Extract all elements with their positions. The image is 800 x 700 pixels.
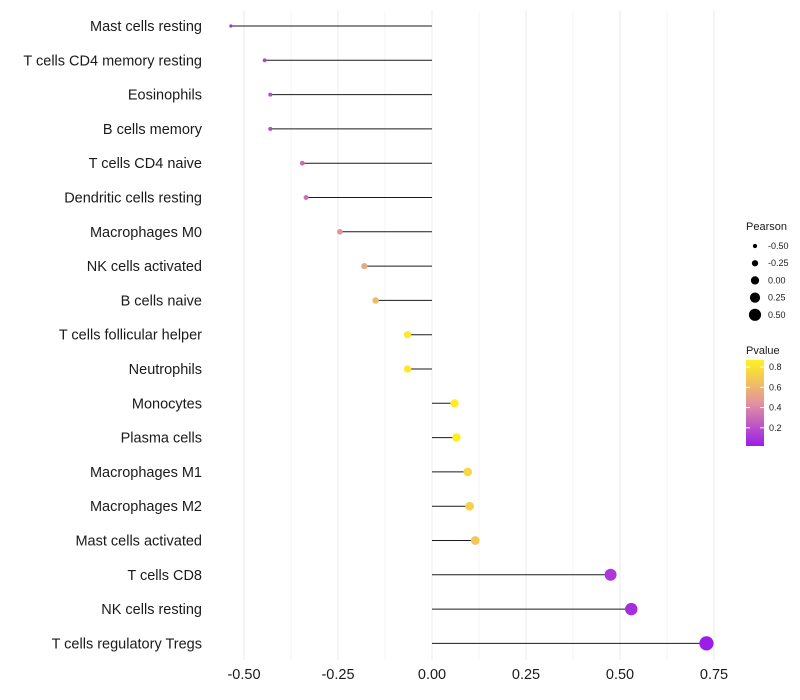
lollipop-point bbox=[268, 126, 273, 131]
category-label: Monocytes bbox=[132, 396, 202, 412]
category-label: Eosinophils bbox=[128, 88, 202, 104]
pvalue-color-legend: Pvalue 0.8 0.6 0.4 0.2 bbox=[746, 345, 782, 446]
gridlines bbox=[243, 10, 715, 660]
lollipop-point bbox=[303, 195, 309, 200]
pearson-legend-key bbox=[748, 308, 762, 321]
lollipop-point bbox=[465, 501, 474, 511]
pearson-legend-label: -0.25 bbox=[768, 258, 789, 268]
pearson-legend-key bbox=[751, 260, 759, 267]
lollipop-point bbox=[337, 228, 343, 235]
lollipop-point bbox=[262, 58, 267, 63]
pvalue-legend-title: Pvalue bbox=[746, 345, 780, 357]
category-label: Macrophages M1 bbox=[90, 465, 202, 481]
x-axis-ticks: -0.50 -0.25 0.00 0.25 0.50 0.75 bbox=[227, 667, 728, 683]
x-tick-label: 0.75 bbox=[700, 667, 728, 683]
category-label: Macrophages M0 bbox=[90, 225, 202, 241]
pearson-legend-key bbox=[752, 243, 758, 249]
lollipop-point bbox=[452, 433, 461, 442]
lollipop-point bbox=[463, 467, 473, 477]
lollipop-point bbox=[403, 331, 412, 339]
category-label: Plasma cells bbox=[121, 431, 202, 447]
category-label: NK cells activated bbox=[87, 259, 202, 275]
lollipop-point bbox=[604, 568, 617, 581]
x-tick-label: 0.50 bbox=[606, 667, 634, 683]
points bbox=[229, 24, 714, 651]
lollipop-point bbox=[361, 262, 368, 270]
category-label: T cells regulatory Tregs bbox=[52, 636, 202, 652]
pvalue-legend-label: 0.8 bbox=[769, 362, 782, 372]
lollipop-point bbox=[229, 24, 233, 28]
x-tick-label: -0.25 bbox=[321, 667, 354, 683]
category-label: B cells memory bbox=[103, 122, 203, 138]
pearson-legend-label: 0.25 bbox=[768, 293, 786, 303]
pearson-legend-label: 0.00 bbox=[768, 275, 786, 285]
pvalue-legend-label: 0.6 bbox=[769, 382, 782, 392]
category-label: Neutrophils bbox=[129, 362, 202, 378]
category-label: NK cells resting bbox=[101, 602, 202, 618]
lollipop-point bbox=[699, 636, 714, 651]
category-label: Macrophages M2 bbox=[90, 499, 202, 515]
category-label: T cells CD8 bbox=[127, 568, 202, 584]
lollipop-point bbox=[625, 602, 638, 616]
category-label: Mast cells resting bbox=[90, 19, 202, 35]
stems bbox=[230, 25, 707, 644]
category-label: B cells naive bbox=[121, 293, 202, 309]
category-label: T cells CD4 naive bbox=[89, 156, 202, 172]
x-tick-label: 0.25 bbox=[512, 667, 540, 683]
x-tick-label: -0.50 bbox=[227, 667, 260, 683]
pearson-legend-key bbox=[750, 276, 760, 285]
category-label: T cells CD4 memory resting bbox=[23, 53, 202, 69]
category-label: Dendritic cells resting bbox=[64, 191, 202, 207]
pearson-legend-title: Pearson bbox=[746, 221, 787, 233]
category-label: T cells follicular helper bbox=[59, 328, 202, 344]
lollipop-point bbox=[372, 297, 379, 304]
pvalue-colorbar bbox=[746, 360, 764, 446]
x-tick-label: 0.00 bbox=[418, 667, 446, 683]
category-labels: Mast cells resting T cells CD4 memory res… bbox=[23, 19, 202, 652]
pearson-legend-label: 0.50 bbox=[768, 310, 786, 320]
lollipop-point bbox=[299, 160, 305, 166]
lollipop-point bbox=[403, 365, 412, 373]
category-label: Mast cells activated bbox=[75, 534, 202, 550]
pearson-size-legend: Pearson -0.50 -0.25 0.00 0.25 0.50 bbox=[746, 221, 789, 321]
lollipop-point bbox=[268, 92, 273, 97]
pvalue-legend-label: 0.4 bbox=[769, 403, 782, 413]
lollipop-point bbox=[450, 399, 459, 408]
lollipop-point bbox=[470, 536, 480, 545]
pearson-legend-key bbox=[749, 292, 761, 303]
pearson-legend-label: -0.50 bbox=[768, 241, 789, 251]
pvalue-legend-label: 0.2 bbox=[769, 423, 782, 433]
